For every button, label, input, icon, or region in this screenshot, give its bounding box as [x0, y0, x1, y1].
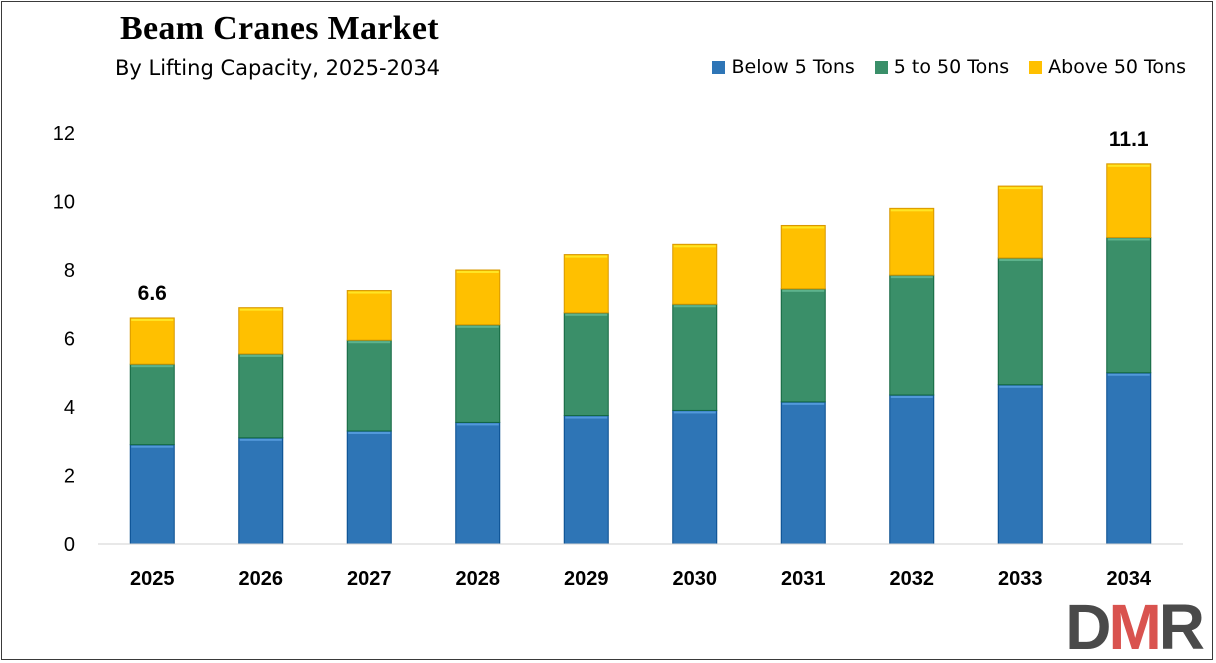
x-tick-label-2030: 2030 — [673, 568, 718, 590]
x-tick-label-2032: 2032 — [890, 568, 935, 590]
bar-segment-highlight — [565, 255, 608, 258]
bar-segment-below-5-tons-2025 — [129, 444, 175, 545]
dmr-logo: DMR — [1065, 591, 1205, 663]
y-tick-label: 0 — [64, 534, 75, 556]
bar-segment-highlight — [239, 438, 282, 441]
bar-segment-highlight — [456, 325, 499, 328]
bar-segment-above-50-tons-2030 — [672, 243, 718, 305]
legend-swatch-below-5-tons — [712, 60, 726, 74]
y-tick-label: 8 — [64, 260, 75, 282]
bar-segment-below-5-tons-2030 — [672, 409, 718, 545]
bar-segment-highlight — [131, 445, 174, 448]
bar-segment-highlight — [131, 318, 174, 321]
y-tick-label: 4 — [64, 397, 75, 419]
x-tick-label-2028: 2028 — [456, 568, 501, 590]
bar-segment-highlight — [782, 289, 825, 292]
bar-segment-highlight — [565, 313, 608, 316]
bar-segment-highlight — [890, 209, 933, 212]
x-tick-label-2026: 2026 — [239, 568, 284, 590]
y-tick-label: 6 — [64, 329, 75, 351]
bar-segment-5-to-50-tons-2030 — [672, 303, 718, 411]
legend-label-above-50-tons: Above 50 Tons — [1048, 56, 1186, 78]
bar-segment-highlight — [1107, 373, 1150, 376]
x-tick-label-2034: 2034 — [1107, 568, 1152, 590]
bar-segment-highlight — [1107, 238, 1150, 241]
legend-label-5-to-50-tons: 5 to 50 Tons — [893, 56, 1010, 78]
total-label-2034: 11.1 — [1109, 128, 1149, 151]
bar-segment-above-50-tons-2025 — [129, 317, 175, 365]
bar-segment-highlight — [673, 305, 716, 308]
bar-segment-highlight — [239, 308, 282, 311]
legend-item-below-5-tons: Below 5 Tons — [712, 56, 855, 78]
bar-segment-above-50-tons-2034 — [1106, 163, 1152, 238]
bar-segment-above-50-tons-2028 — [455, 269, 501, 326]
bar-segment-highlight — [890, 276, 933, 279]
bar-segment-highlight — [348, 291, 391, 294]
y-tick-label: 10 — [53, 192, 75, 214]
bar-segment-highlight — [673, 411, 716, 414]
chart-subtitle: By Lifting Capacity, 2025-2034 — [115, 56, 441, 80]
x-tick-label-2031: 2031 — [781, 568, 826, 590]
bar-segment-above-50-tons-2032 — [889, 207, 935, 276]
bar-segment-below-5-tons-2032 — [889, 394, 935, 545]
bar-segment-highlight — [999, 385, 1042, 388]
bar-segment-highlight — [1107, 164, 1150, 167]
y-tick-label: 2 — [64, 466, 75, 488]
bar-segment-highlight — [348, 341, 391, 344]
bar-segment-5-to-50-tons-2031 — [780, 288, 826, 403]
bar-segment-above-50-tons-2031 — [780, 224, 826, 290]
bar-segment-5-to-50-tons-2028 — [455, 324, 501, 423]
bar-segment-above-50-tons-2029 — [563, 254, 609, 314]
bar-segment-highlight — [131, 365, 174, 368]
bar-segment-5-to-50-tons-2027 — [346, 339, 392, 432]
bar-segment-below-5-tons-2026 — [238, 437, 284, 545]
legend-item-above-50-tons: Above 50 Tons — [1029, 56, 1186, 78]
legend-label-below-5-tons: Below 5 Tons — [731, 56, 855, 78]
total-label-2025: 6.6 — [138, 282, 167, 305]
x-tick-label-2027: 2027 — [347, 568, 392, 590]
bar-segment-highlight — [782, 226, 825, 229]
bar-segment-below-5-tons-2027 — [346, 430, 392, 545]
bar-segment-above-50-tons-2033 — [997, 185, 1043, 259]
x-tick-label-2029: 2029 — [564, 568, 609, 590]
bar-segment-5-to-50-tons-2033 — [997, 257, 1043, 386]
bar-segment-highlight — [999, 259, 1042, 262]
bar-segment-below-5-tons-2033 — [997, 384, 1043, 545]
chart-title: Beam Cranes Market — [120, 10, 439, 47]
bar-segment-below-5-tons-2028 — [455, 421, 501, 545]
legend-swatch-5-to-50-tons — [874, 60, 888, 74]
bar-segment-highlight — [890, 396, 933, 399]
bar-segment-below-5-tons-2034 — [1106, 372, 1152, 545]
bar-segment-highlight — [673, 245, 716, 248]
bar-segment-highlight — [782, 402, 825, 405]
bar-segment-5-to-50-tons-2026 — [238, 353, 284, 439]
x-tick-label-2033: 2033 — [998, 568, 1043, 590]
bar-segment-below-5-tons-2029 — [563, 415, 609, 545]
bar-segment-above-50-tons-2026 — [238, 307, 284, 355]
bar-segment-5-to-50-tons-2034 — [1106, 236, 1152, 374]
bar-segment-highlight — [999, 187, 1042, 190]
bar-segment-highlight — [456, 423, 499, 426]
bar-segment-above-50-tons-2027 — [346, 290, 392, 341]
chart-legend: Below 5 Tons 5 to 50 Tons Above 50 Tons — [712, 56, 1186, 78]
bar-segment-highlight — [565, 416, 608, 419]
bar-segment-5-to-50-tons-2025 — [129, 363, 175, 446]
legend-item-5-to-50-tons: 5 to 50 Tons — [874, 56, 1010, 78]
bar-segment-highlight — [348, 431, 391, 434]
bar-segment-5-to-50-tons-2032 — [889, 274, 935, 396]
bar-segment-highlight — [239, 354, 282, 357]
bar-segment-highlight — [456, 271, 499, 273]
x-tick-label-2025: 2025 — [130, 568, 175, 590]
bar-segment-below-5-tons-2031 — [780, 401, 826, 545]
y-tick-label: 12 — [53, 123, 75, 145]
legend-swatch-above-50-tons — [1029, 60, 1043, 74]
bar-segment-5-to-50-tons-2029 — [563, 312, 609, 417]
